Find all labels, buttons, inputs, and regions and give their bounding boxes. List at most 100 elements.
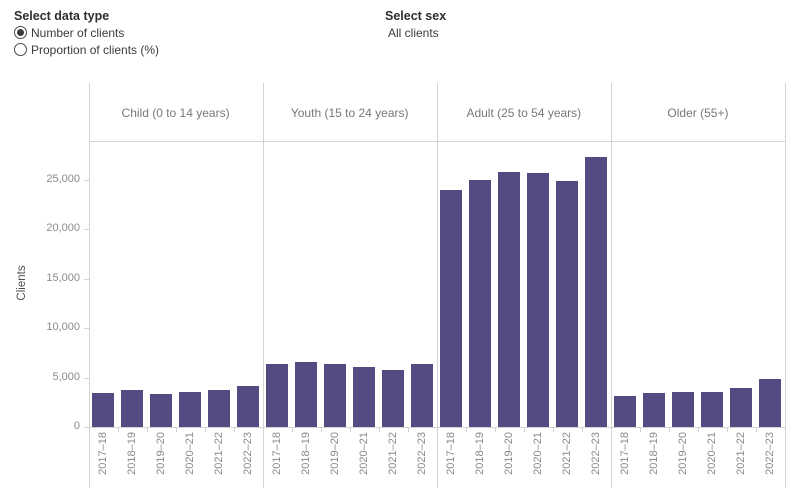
bar-1-2022-23[interactable] bbox=[411, 363, 434, 427]
y-tick bbox=[84, 278, 89, 280]
y-tick bbox=[84, 377, 89, 379]
y-tick-label: 5,000 bbox=[52, 370, 80, 383]
x-tick-label: 2020–21 bbox=[358, 432, 371, 475]
radio-option-label: Proportion of clients (%) bbox=[31, 42, 160, 57]
bar-0-2017-18[interactable] bbox=[92, 393, 114, 427]
x-tick bbox=[291, 428, 293, 432]
x-tick bbox=[668, 428, 670, 432]
x-tick-label: 2017–18 bbox=[445, 432, 458, 475]
x-tick-label: 2021–22 bbox=[561, 432, 574, 475]
bar-1-2019-20[interactable] bbox=[324, 363, 347, 427]
x-tick-label: 2018–19 bbox=[474, 432, 487, 475]
bar-1-2017-18[interactable] bbox=[266, 363, 289, 427]
y-tick bbox=[84, 328, 89, 329]
bar-1-2020-21[interactable] bbox=[353, 366, 376, 427]
bar-0-2022-23[interactable] bbox=[237, 386, 260, 427]
data-type-filter-title: Select data type bbox=[14, 9, 110, 23]
x-tick bbox=[697, 428, 699, 432]
x-tick-label: 2022–23 bbox=[764, 432, 777, 475]
x-tick bbox=[494, 428, 496, 432]
radio-icon[interactable] bbox=[14, 43, 27, 56]
x-tick-label: 2018–19 bbox=[648, 432, 661, 475]
x-tick bbox=[233, 428, 235, 432]
y-axis-title: Clients bbox=[16, 265, 28, 301]
data-type-filter: Select data type Number of clients Propor… bbox=[14, 8, 159, 58]
bar-1-2021-22[interactable] bbox=[382, 369, 405, 427]
x-tick bbox=[378, 428, 380, 432]
bar-0-2019-20[interactable] bbox=[150, 394, 173, 427]
x-tick-label: 2021–22 bbox=[213, 432, 226, 475]
header-separator bbox=[88, 140, 785, 142]
y-tick-label: 10,000 bbox=[46, 321, 80, 333]
radio-option-0[interactable]: Number of clients bbox=[14, 24, 159, 41]
x-tick-label: 2018–19 bbox=[126, 432, 139, 475]
x-tick-label: 2020–21 bbox=[184, 432, 197, 475]
panel-header: Youth (15 to 24 years) bbox=[290, 106, 409, 120]
panel-header: Older (55+) bbox=[667, 106, 729, 120]
bar-3-2021-22[interactable] bbox=[730, 388, 753, 427]
x-tick bbox=[726, 428, 728, 432]
panel-divider bbox=[436, 83, 438, 488]
bar-2-2018-19[interactable] bbox=[469, 180, 492, 427]
radio-dot bbox=[17, 29, 24, 36]
bar-3-2020-21[interactable] bbox=[701, 392, 724, 427]
x-tick bbox=[639, 428, 641, 432]
bar-0-2018-19[interactable] bbox=[121, 390, 144, 427]
x-tick bbox=[581, 428, 583, 432]
x-tick bbox=[146, 428, 148, 432]
y-tick-label: 20,000 bbox=[46, 222, 80, 234]
x-tick-label: 2022–23 bbox=[590, 432, 603, 475]
data-type-options: Number of clients Proportion of clients (… bbox=[14, 24, 159, 58]
x-tick bbox=[117, 428, 119, 432]
x-tick bbox=[523, 428, 525, 432]
x-tick bbox=[465, 428, 467, 432]
panel-header: Adult (25 to 54 years) bbox=[466, 106, 582, 120]
x-tick bbox=[320, 428, 322, 432]
y-tick bbox=[84, 427, 89, 428]
radio-option-1[interactable]: Proportion of clients (%) bbox=[14, 41, 159, 58]
x-tick-label: 2022–23 bbox=[416, 432, 429, 475]
x-tick bbox=[552, 428, 554, 432]
y-tick bbox=[84, 229, 89, 230]
panel-header: Child (0 to 14 years) bbox=[121, 106, 230, 120]
y-tick bbox=[84, 179, 89, 181]
sex-filter: Select sex All clients bbox=[385, 8, 446, 42]
x-tick bbox=[349, 428, 351, 432]
bar-3-2017-18[interactable] bbox=[614, 396, 637, 427]
x-tick-label: 2018–19 bbox=[300, 432, 313, 475]
bar-3-2018-19[interactable] bbox=[643, 393, 666, 427]
y-tick-label: 15,000 bbox=[46, 271, 80, 284]
bar-1-2018-19[interactable] bbox=[295, 361, 318, 427]
sex-filter-title: Select sex bbox=[385, 9, 447, 23]
bar-3-2022-23[interactable] bbox=[759, 379, 782, 427]
x-tick bbox=[755, 428, 757, 432]
panel-divider bbox=[610, 83, 612, 488]
radio-option-label: Number of clients bbox=[31, 25, 125, 40]
bar-2-2017-18[interactable] bbox=[440, 190, 463, 427]
bar-3-2019-20[interactable] bbox=[672, 392, 695, 427]
bar-0-2020-21[interactable] bbox=[179, 392, 202, 427]
x-tick-label: 2021–22 bbox=[387, 432, 400, 475]
x-tick-label: 2020–21 bbox=[532, 432, 545, 475]
bar-2-2020-21[interactable] bbox=[527, 172, 550, 427]
x-tick bbox=[407, 428, 409, 432]
sex-filter-value[interactable]: All clients bbox=[388, 26, 439, 40]
bar-2-2019-20[interactable] bbox=[498, 171, 521, 427]
x-tick-label: 2022–23 bbox=[242, 432, 255, 475]
axis-line-left bbox=[88, 83, 90, 488]
y-tick-label: 25,000 bbox=[46, 172, 80, 185]
panel-divider bbox=[262, 83, 264, 488]
x-tick-label: 2021–22 bbox=[735, 432, 748, 475]
x-tick-label: 2020–21 bbox=[706, 432, 719, 475]
border-right bbox=[785, 83, 786, 488]
bar-0-2021-22[interactable] bbox=[208, 390, 231, 427]
x-tick-label: 2019–20 bbox=[503, 432, 516, 475]
radio-icon[interactable] bbox=[14, 26, 27, 39]
bar-2-2022-23[interactable] bbox=[585, 156, 608, 427]
x-tick bbox=[204, 428, 206, 432]
x-tick-label: 2017–18 bbox=[619, 432, 632, 475]
x-axis-line bbox=[88, 427, 785, 428]
bar-2-2021-22[interactable] bbox=[556, 181, 579, 427]
y-tick-label: 0 bbox=[73, 420, 80, 432]
